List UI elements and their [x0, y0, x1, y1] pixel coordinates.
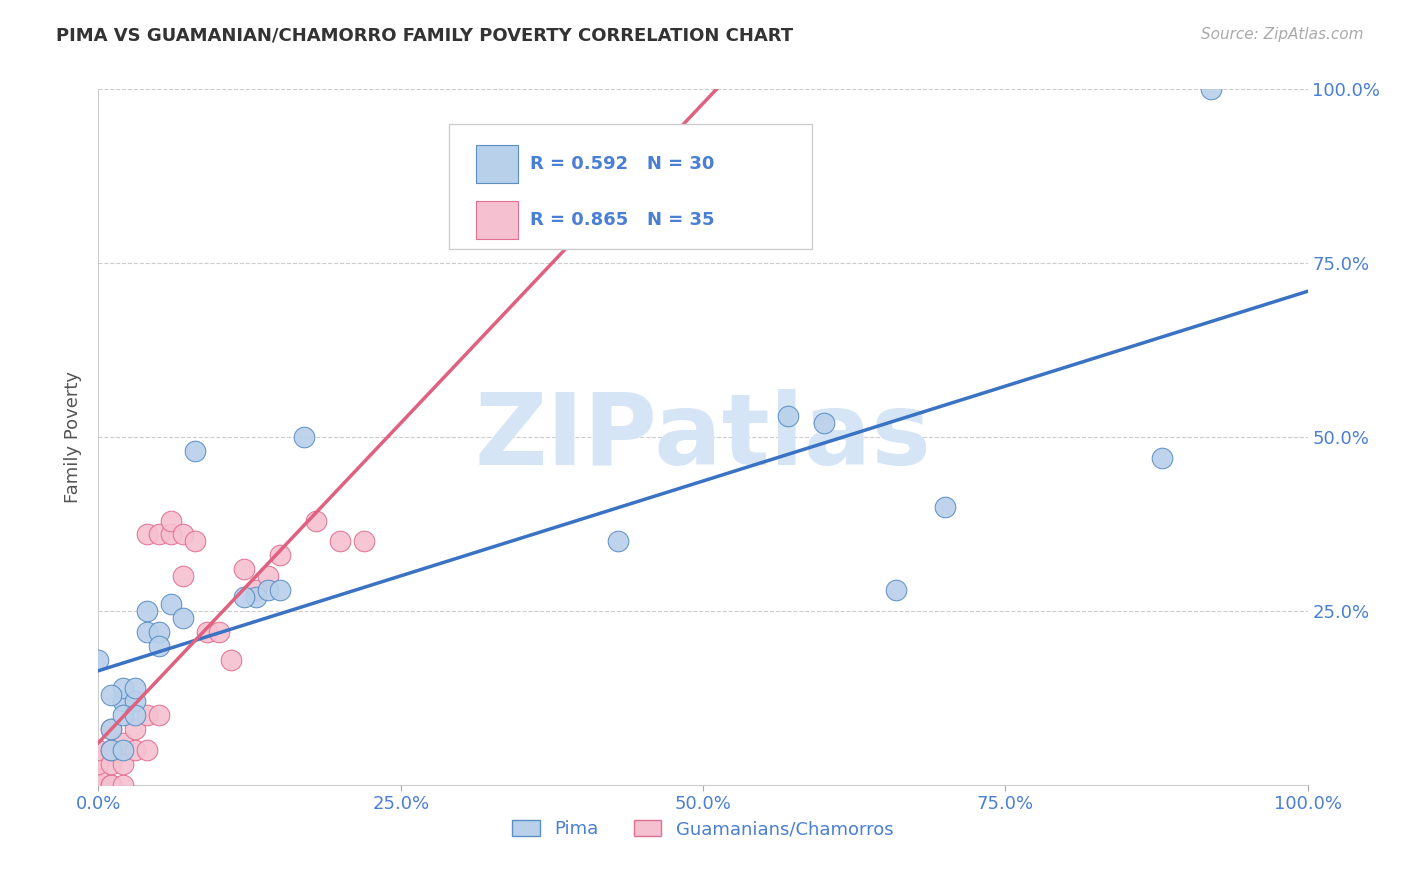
Legend: Pima, Guamanians/Chamorros: Pima, Guamanians/Chamorros	[505, 813, 901, 846]
Point	[208, 624, 231, 639]
Point	[245, 590, 267, 604]
Point	[87, 778, 110, 792]
Point	[100, 757, 122, 772]
Point	[100, 723, 122, 737]
Bar	[475, 201, 517, 239]
Point	[886, 583, 908, 598]
Point	[100, 743, 122, 757]
Point	[353, 534, 375, 549]
Point	[172, 611, 194, 625]
Point	[135, 624, 157, 639]
Point	[269, 583, 291, 598]
Point	[232, 562, 254, 576]
Point	[135, 743, 157, 757]
Point	[135, 527, 157, 541]
Point	[100, 723, 122, 737]
Point	[135, 604, 157, 618]
Point	[256, 569, 278, 583]
Point	[100, 688, 122, 702]
Text: ZIPatlas: ZIPatlas	[475, 389, 931, 485]
Point	[111, 778, 134, 792]
Point	[124, 708, 146, 723]
Point	[172, 527, 194, 541]
Point	[111, 757, 134, 772]
Point	[256, 583, 278, 598]
Point	[124, 743, 146, 757]
Bar	[475, 145, 517, 184]
Text: PIMA VS GUAMANIAN/CHAMORRO FAMILY POVERTY CORRELATION CHART: PIMA VS GUAMANIAN/CHAMORRO FAMILY POVERT…	[56, 27, 793, 45]
Point	[124, 723, 146, 737]
Point	[184, 444, 207, 458]
Point	[111, 743, 134, 757]
Point	[776, 409, 799, 424]
Text: R = 0.865   N = 35: R = 0.865 N = 35	[530, 211, 714, 229]
Point	[813, 416, 835, 430]
Point	[100, 743, 122, 757]
Point	[160, 514, 183, 528]
Point	[111, 736, 134, 750]
Point	[184, 534, 207, 549]
Point	[111, 694, 134, 708]
Point	[148, 624, 170, 639]
Point	[111, 708, 134, 723]
Y-axis label: Family Poverty: Family Poverty	[65, 371, 83, 503]
Point	[87, 757, 110, 772]
Point	[148, 708, 170, 723]
Point	[292, 430, 315, 444]
FancyBboxPatch shape	[449, 124, 811, 249]
Point	[607, 534, 630, 549]
Point	[87, 778, 110, 792]
Point	[100, 778, 122, 792]
Point	[111, 681, 134, 695]
Point	[329, 534, 352, 549]
Point	[160, 597, 183, 611]
Point	[148, 639, 170, 653]
Point	[934, 500, 956, 514]
Point	[100, 778, 122, 792]
Point	[124, 694, 146, 708]
Point	[245, 583, 267, 598]
Point	[172, 569, 194, 583]
Point	[1199, 82, 1222, 96]
Text: R = 0.592   N = 30: R = 0.592 N = 30	[530, 155, 714, 173]
Point	[195, 624, 218, 639]
Point	[124, 681, 146, 695]
Point	[232, 590, 254, 604]
Point	[305, 514, 328, 528]
Point	[269, 549, 291, 563]
Point	[148, 527, 170, 541]
Point	[160, 527, 183, 541]
Text: Source: ZipAtlas.com: Source: ZipAtlas.com	[1201, 27, 1364, 42]
Point	[87, 771, 110, 785]
Point	[221, 653, 243, 667]
Point	[135, 708, 157, 723]
Point	[1152, 450, 1174, 465]
Point	[87, 653, 110, 667]
Point	[87, 743, 110, 757]
